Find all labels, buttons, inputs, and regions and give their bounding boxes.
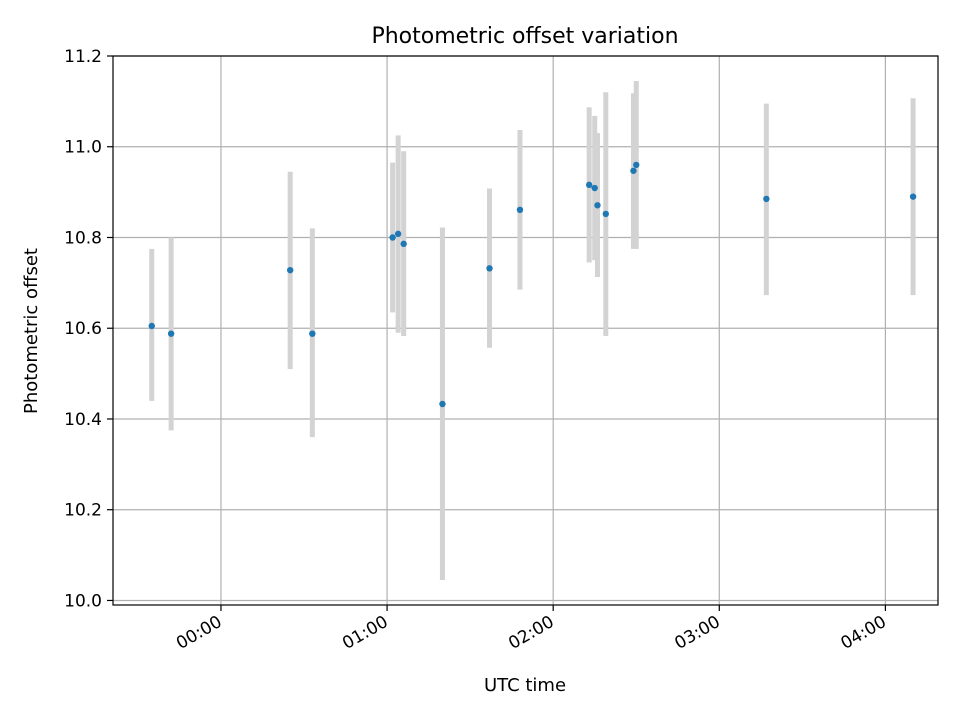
data-points <box>148 161 917 408</box>
data-point <box>516 206 524 214</box>
data-point <box>148 322 155 330</box>
x-tick-label: 04:00 <box>837 612 889 654</box>
y-tick-label: 10.4 <box>64 410 102 430</box>
data-point <box>439 400 446 408</box>
y-tick-label: 11.0 <box>64 138 102 158</box>
data-point <box>389 234 396 241</box>
plot-frame <box>112 55 939 606</box>
data-point <box>400 240 407 248</box>
data-point <box>602 210 609 218</box>
y-tick-label: 10.6 <box>64 319 102 339</box>
x-tick-label: 02:00 <box>505 612 557 654</box>
x-tick-label: 01:00 <box>339 612 391 654</box>
data-point <box>591 184 598 192</box>
y-axis-label: Photometric offset <box>21 248 42 414</box>
data-point <box>286 266 294 274</box>
x-tick-label: 03:00 <box>671 612 723 654</box>
y-tick-label: 10.2 <box>64 501 102 521</box>
data-point <box>167 330 175 337</box>
data-point <box>309 330 316 337</box>
x-tick-label: 00:00 <box>173 612 225 654</box>
error-bars <box>149 80 916 581</box>
y-tick-label: 10.8 <box>64 228 102 248</box>
chart-title: Photometric offset variation <box>371 24 678 49</box>
data-point <box>486 265 493 272</box>
data-point <box>633 161 640 169</box>
data-point <box>630 167 637 174</box>
data-point <box>763 195 770 203</box>
y-tick-label: 11.2 <box>64 47 102 67</box>
x-axis-label: UTC time <box>484 675 566 696</box>
y-tick-label: 10.0 <box>64 591 102 611</box>
grid-lines <box>113 55 938 605</box>
data-point <box>594 202 601 209</box>
data-point <box>394 230 402 238</box>
data-point <box>585 181 593 189</box>
data-point <box>909 193 917 200</box>
